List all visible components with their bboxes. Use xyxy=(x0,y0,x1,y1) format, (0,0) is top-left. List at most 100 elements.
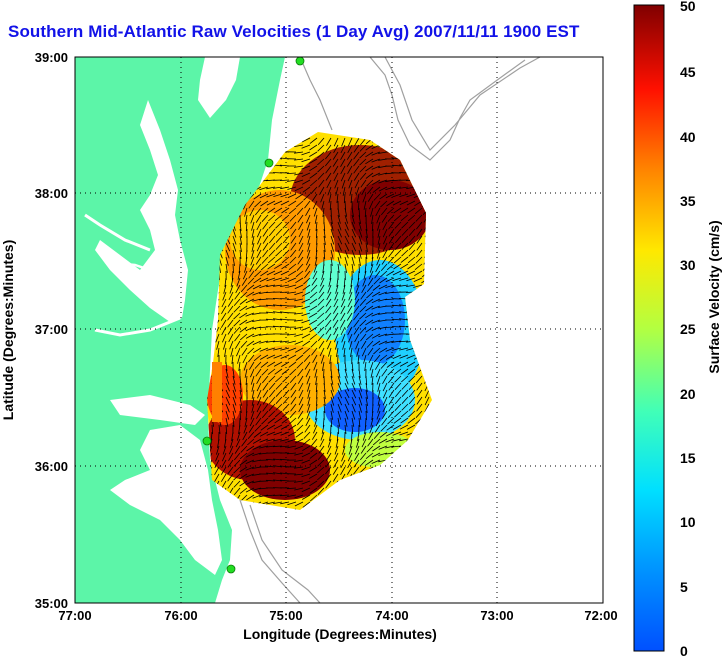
velocity-vector xyxy=(231,270,234,281)
velocity-vector xyxy=(324,158,332,167)
velocity-vector xyxy=(281,263,290,270)
velocity-vector xyxy=(250,375,255,385)
velocity-vector xyxy=(266,270,276,276)
velocity-vector xyxy=(248,270,255,279)
velocity-vector xyxy=(344,417,348,427)
velocity-vector xyxy=(252,487,262,491)
x-tick-label: 73:00 xyxy=(480,608,513,623)
velocity-vector xyxy=(377,389,381,399)
velocity-vector xyxy=(246,284,255,291)
velocity-vector xyxy=(265,479,276,482)
velocity-vector xyxy=(245,375,248,385)
velocity-vector xyxy=(330,382,334,392)
velocity-vector xyxy=(301,151,311,156)
velocity-vector xyxy=(301,466,311,471)
velocity-vector xyxy=(347,137,353,147)
velocity-vector xyxy=(282,410,290,418)
velocity-vector xyxy=(383,235,388,245)
velocity-vector xyxy=(301,137,311,143)
velocity-vector xyxy=(353,165,360,174)
velocity-vector xyxy=(379,347,388,354)
colorbar-tick-label: 25 xyxy=(680,321,696,337)
velocity-vector xyxy=(268,242,276,251)
velocity-vector xyxy=(372,186,381,193)
velocity-vector xyxy=(322,417,325,428)
velocity-vector xyxy=(259,277,269,283)
velocity-vector xyxy=(233,459,241,467)
velocity-vector xyxy=(337,403,342,413)
velocity-vector xyxy=(239,459,248,466)
velocity-vector xyxy=(344,228,350,238)
velocity-vector xyxy=(351,396,357,406)
velocity-vector xyxy=(385,438,395,443)
velocity-vector xyxy=(371,214,374,224)
velocity-vector xyxy=(282,375,290,383)
velocity-vector xyxy=(424,389,430,399)
velocity-vector xyxy=(321,200,325,210)
velocity-vector xyxy=(406,277,416,282)
velocity-vector xyxy=(424,396,430,406)
velocity-vector xyxy=(378,186,388,192)
velocity-vector xyxy=(261,410,269,419)
velocity-vector xyxy=(262,396,269,405)
velocity-vector xyxy=(399,186,409,189)
velocity-vector xyxy=(239,396,243,406)
velocity-vector xyxy=(337,396,343,406)
velocity-vector xyxy=(400,410,409,418)
velocity-vector xyxy=(361,347,367,357)
y-tick-label: 37:00 xyxy=(35,322,68,337)
velocity-vector xyxy=(358,221,362,231)
velocity-vector xyxy=(282,249,290,257)
velocity-vector xyxy=(346,466,353,475)
velocity-vector xyxy=(221,326,227,336)
velocity-vector xyxy=(281,417,290,424)
velocity-vector xyxy=(365,326,374,333)
velocity-vector xyxy=(365,221,368,231)
james-river xyxy=(94,316,181,337)
velocity-vector xyxy=(230,438,234,448)
velocity-vector xyxy=(416,382,423,391)
velocity-vector xyxy=(294,179,304,184)
velocity-vector xyxy=(289,249,297,258)
velocity-vector xyxy=(233,319,241,327)
velocity-vector xyxy=(408,410,416,418)
velocity-vector xyxy=(274,263,283,270)
velocity-vector xyxy=(266,200,276,206)
velocity-vector xyxy=(307,382,311,392)
velocity-vector xyxy=(400,207,409,214)
velocity-vector xyxy=(317,137,325,146)
velocity-vector xyxy=(359,459,367,467)
velocity-vector xyxy=(266,347,276,351)
velocity-vector xyxy=(298,382,304,392)
velocity-vector xyxy=(320,277,325,287)
velocity-vector xyxy=(368,431,374,441)
velocity-vector xyxy=(372,340,381,347)
velocity-vector xyxy=(252,333,262,338)
velocity-vector xyxy=(268,235,276,244)
velocity-vector xyxy=(393,214,402,222)
velocity-vector xyxy=(336,347,339,357)
velocity-vector xyxy=(367,347,374,356)
velocity-vector xyxy=(268,249,276,257)
velocity-vector xyxy=(365,228,368,238)
velocity-vector xyxy=(393,361,402,368)
velocity-vector xyxy=(375,207,381,217)
velocity-vector xyxy=(301,312,311,317)
velocity-vector xyxy=(326,333,332,343)
velocity-vector xyxy=(337,424,339,435)
velocity-vector xyxy=(399,347,409,351)
velocity-vector xyxy=(303,193,311,201)
velocity-vector xyxy=(234,340,241,349)
velocity-vector xyxy=(416,396,423,405)
velocity-vector xyxy=(399,193,409,197)
velocity-vector xyxy=(371,172,381,178)
velocity-vector xyxy=(294,494,304,499)
velocity-vector xyxy=(347,459,353,469)
velocity-vector xyxy=(351,214,355,224)
velocity-vector xyxy=(298,242,304,252)
velocity-vector xyxy=(234,445,241,454)
velocity-vector xyxy=(335,186,339,196)
velocity-vector xyxy=(374,361,381,370)
radar-site xyxy=(226,564,236,574)
velocity-vector xyxy=(257,235,262,245)
